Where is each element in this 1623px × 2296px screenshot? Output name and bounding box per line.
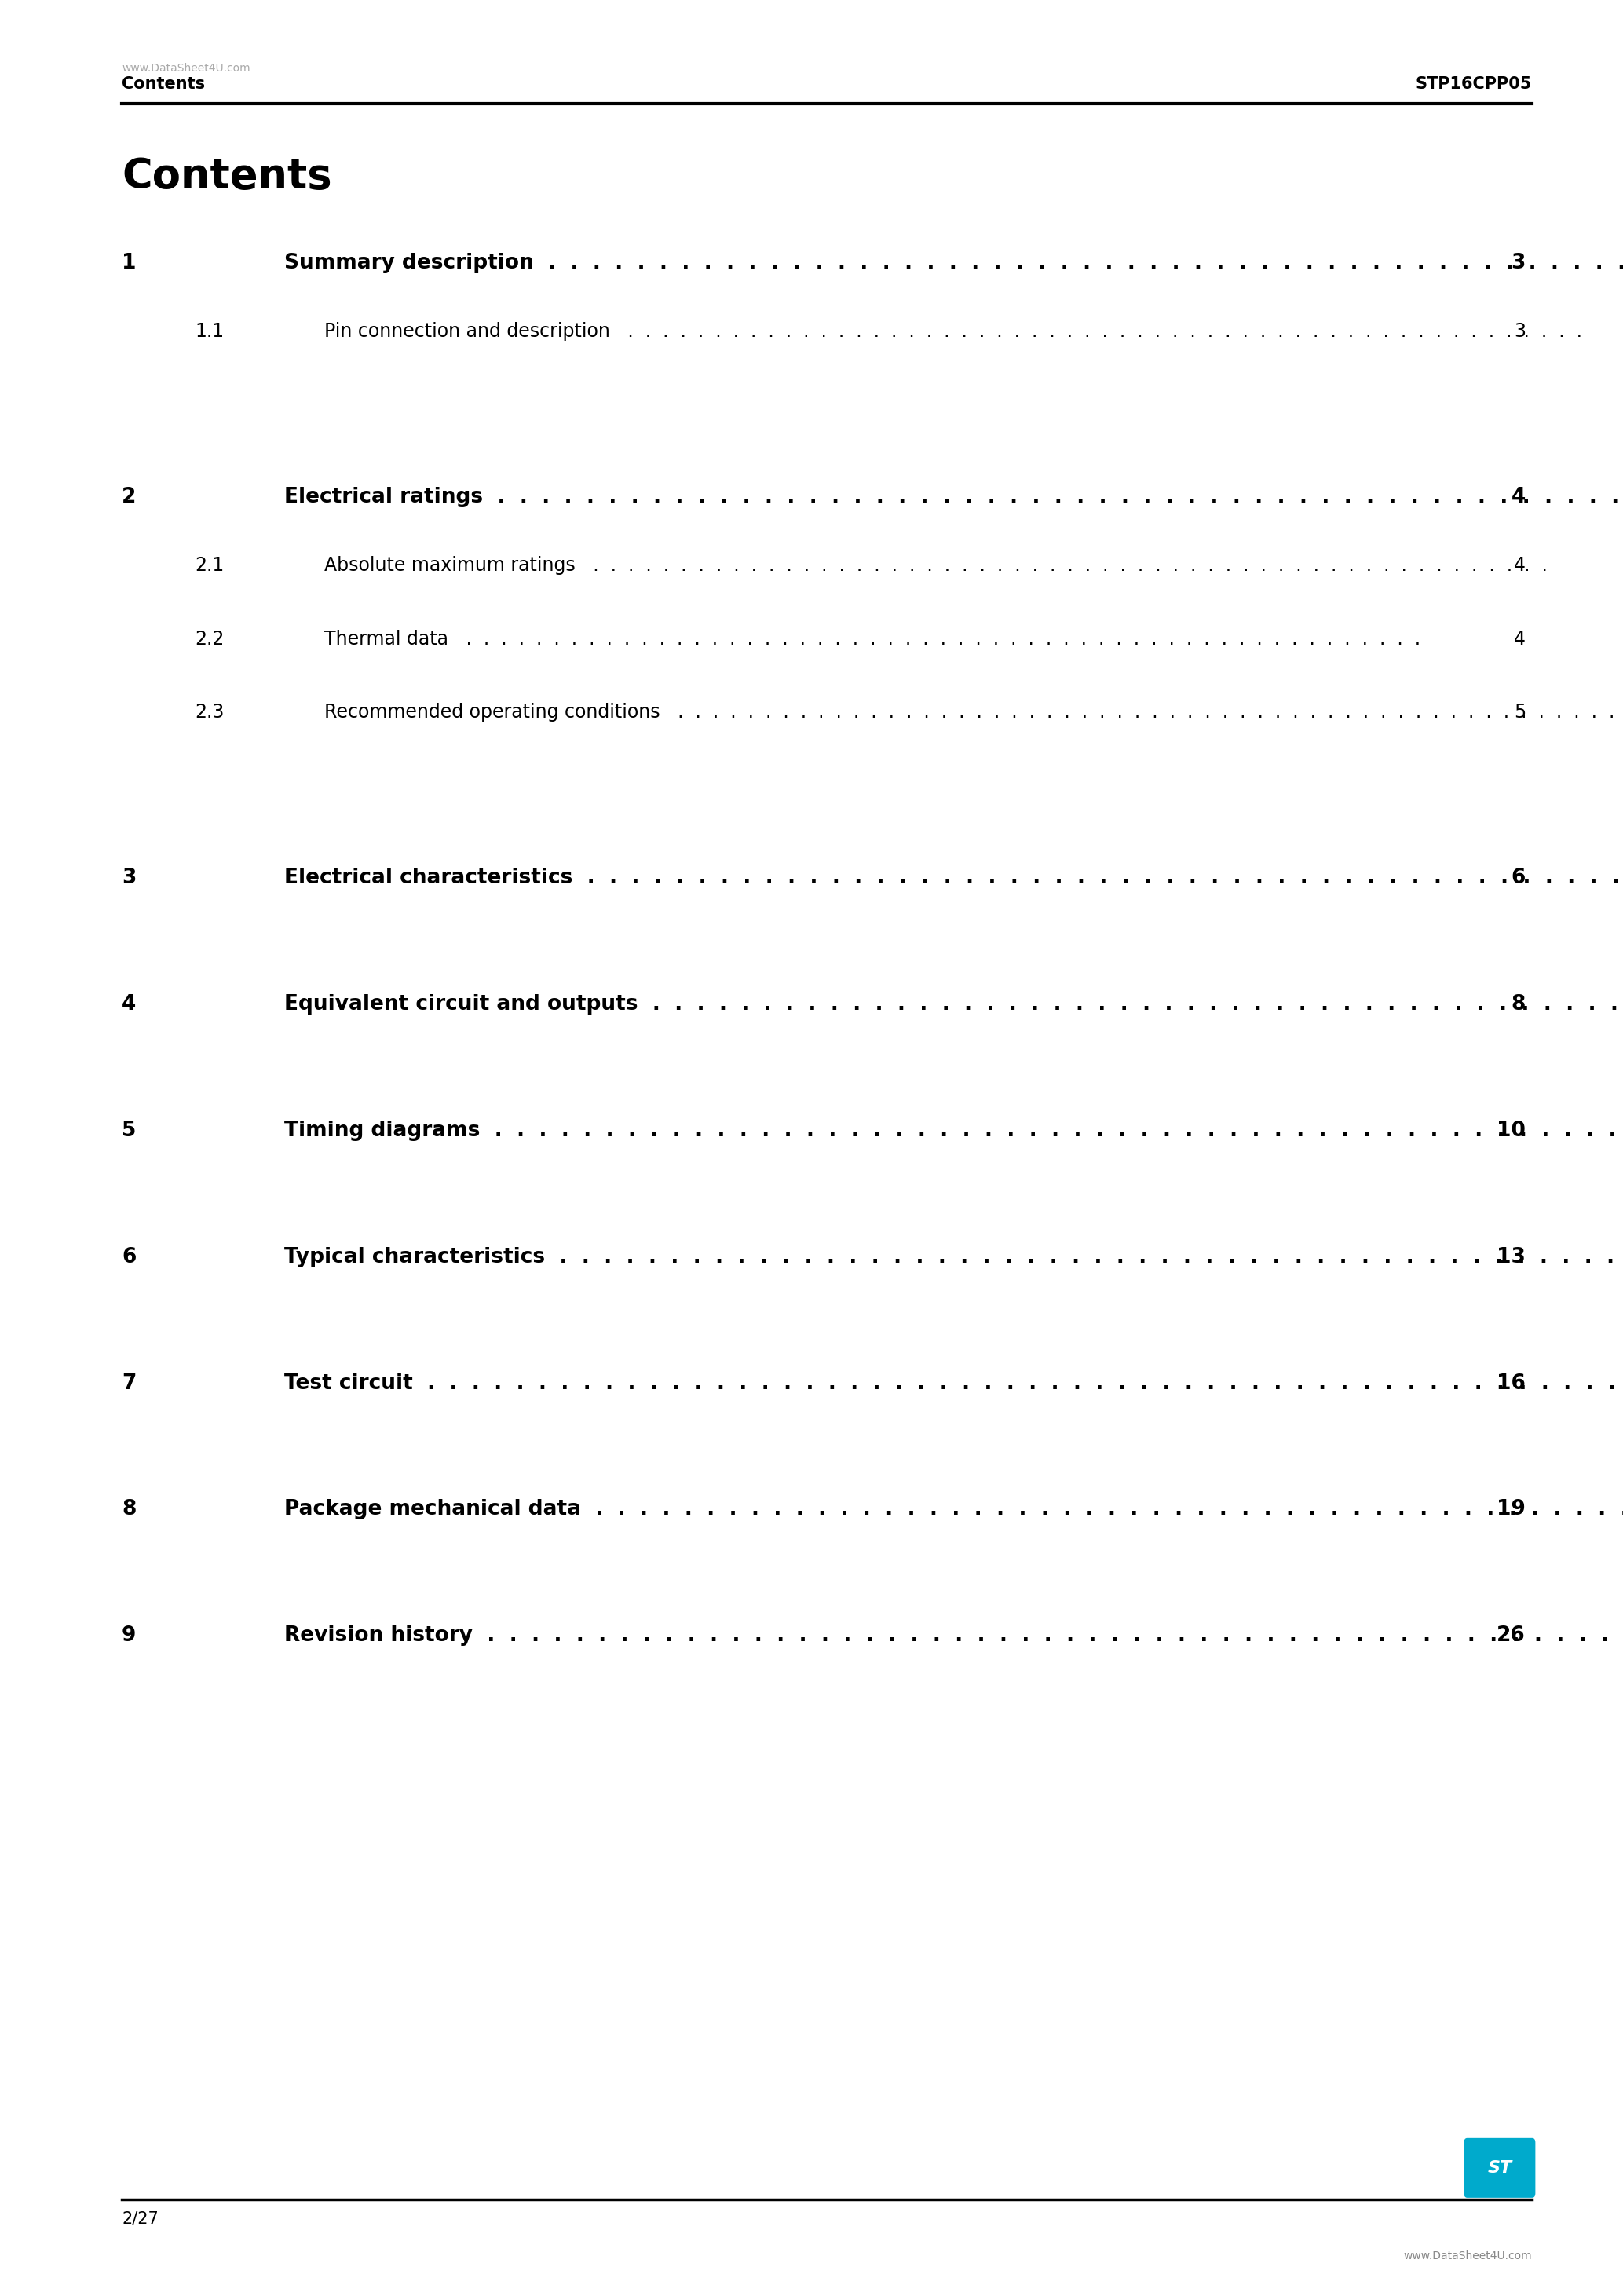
Text: Timing diagrams  .  .  .  .  .  .  .  .  .  .  .  .  .  .  .  .  .  .  .  .  .  : Timing diagrams . . . . . . . . . . . . …: [284, 1120, 1623, 1141]
Text: 9: 9: [122, 1626, 136, 1646]
FancyBboxPatch shape: [1464, 2138, 1535, 2197]
Text: www.DataSheet4U.com: www.DataSheet4U.com: [1404, 2250, 1532, 2262]
Text: Revision history  .  .  .  .  .  .  .  .  .  .  .  .  .  .  .  .  .  .  .  .  . : Revision history . . . . . . . . . . . .…: [284, 1626, 1623, 1646]
Text: 8: 8: [122, 1499, 136, 1520]
Text: 1.1: 1.1: [195, 321, 224, 340]
Text: 26: 26: [1496, 1626, 1526, 1646]
Text: Recommended operating conditions   .  .  .  .  .  .  .  .  .  .  .  .  .  .  .  : Recommended operating conditions . . . .…: [325, 703, 1623, 721]
Text: 3: 3: [1514, 321, 1526, 340]
Text: Contents: Contents: [122, 156, 331, 197]
Text: 7: 7: [122, 1373, 136, 1394]
Text: 5: 5: [122, 1120, 136, 1141]
Text: Equivalent circuit and outputs  .  .  .  .  .  .  .  .  .  .  .  .  .  .  .  .  : Equivalent circuit and outputs . . . . .…: [284, 994, 1623, 1015]
Text: 1: 1: [122, 253, 136, 273]
Text: 19: 19: [1496, 1499, 1526, 1520]
Text: Pin connection and description   .  .  .  .  .  .  .  .  .  .  .  .  .  .  .  . : Pin connection and description . . . . .…: [325, 321, 1589, 340]
Text: Package mechanical data  .  .  .  .  .  .  .  .  .  .  .  .  .  .  .  .  .  .  .: Package mechanical data . . . . . . . . …: [284, 1499, 1623, 1520]
Text: 2: 2: [122, 487, 136, 507]
Text: 4: 4: [1511, 487, 1526, 507]
Text: 4: 4: [1514, 629, 1526, 647]
Text: 16: 16: [1496, 1373, 1526, 1394]
Text: 3: 3: [122, 868, 136, 889]
Text: 8: 8: [1511, 994, 1526, 1015]
Text: 2.1: 2.1: [195, 556, 224, 574]
Text: 5: 5: [1514, 703, 1526, 721]
Text: 6: 6: [122, 1247, 136, 1267]
Text: Absolute maximum ratings   .  .  .  .  .  .  .  .  .  .  .  .  .  .  .  .  .  . : Absolute maximum ratings . . . . . . . .…: [325, 556, 1553, 574]
Text: 13: 13: [1496, 1247, 1526, 1267]
Text: ST: ST: [1487, 2161, 1513, 2177]
Text: 3: 3: [1511, 253, 1526, 273]
Text: 2/27: 2/27: [122, 2211, 159, 2227]
Text: 4: 4: [122, 994, 136, 1015]
Text: 2.2: 2.2: [195, 629, 224, 647]
Text: Electrical characteristics  .  .  .  .  .  .  .  .  .  .  .  .  .  .  .  .  .  .: Electrical characteristics . . . . . . .…: [284, 868, 1623, 889]
Text: STP16CPP05: STP16CPP05: [1415, 76, 1532, 92]
Text: Electrical ratings  .  .  .  .  .  .  .  .  .  .  .  .  .  .  .  .  .  .  .  .  : Electrical ratings . . . . . . . . . . .…: [284, 487, 1623, 507]
Text: 2.3: 2.3: [195, 703, 224, 721]
Text: Thermal data   .  .  .  .  .  .  .  .  .  .  .  .  .  .  .  .  .  .  .  .  .  . : Thermal data . . . . . . . . . . . . . .…: [325, 629, 1427, 647]
Text: 10: 10: [1496, 1120, 1526, 1141]
Text: 6: 6: [1511, 868, 1526, 889]
Text: Summary description  .  .  .  .  .  .  .  .  .  .  .  .  .  .  .  .  .  .  .  . : Summary description . . . . . . . . . . …: [284, 253, 1623, 273]
Text: Contents: Contents: [122, 76, 204, 92]
Text: Test circuit  .  .  .  .  .  .  .  .  .  .  .  .  .  .  .  .  .  .  .  .  .  .  : Test circuit . . . . . . . . . . . . . .…: [284, 1373, 1623, 1394]
Text: www.DataSheet4U.com: www.DataSheet4U.com: [122, 62, 250, 73]
Text: 4: 4: [1514, 556, 1526, 574]
Text: Typical characteristics  .  .  .  .  .  .  .  .  .  .  .  .  .  .  .  .  .  .  .: Typical characteristics . . . . . . . . …: [284, 1247, 1623, 1267]
